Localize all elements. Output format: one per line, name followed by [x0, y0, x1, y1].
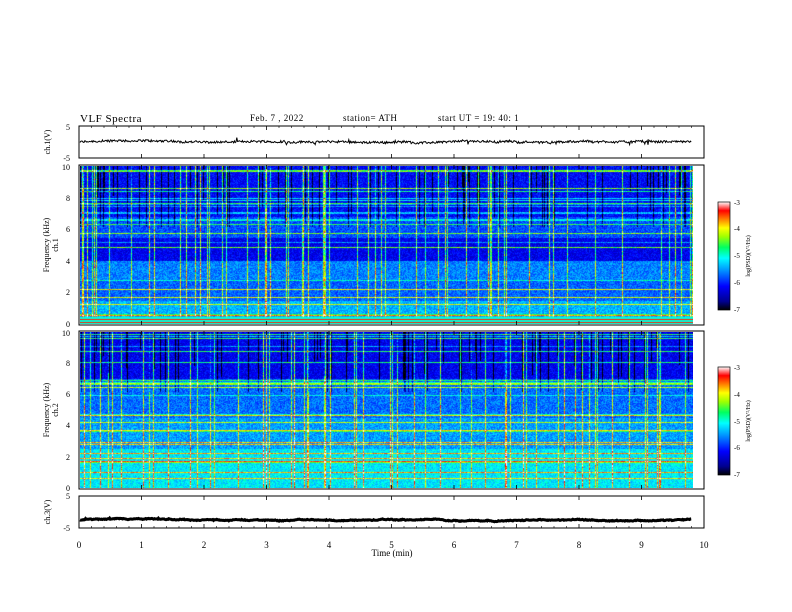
ch2-cb-tick-3: -3 — [734, 364, 740, 372]
ch1-ytick-top: 5 — [66, 123, 70, 132]
time-tick-label: 4 — [327, 540, 332, 550]
time-tick-label: 3 — [264, 540, 269, 550]
ch1-trace — [79, 137, 692, 147]
ch2-freq-unit: Frequency (kHz) — [42, 382, 51, 437]
ch1-freq-tick-4: 4 — [66, 257, 70, 266]
ch2-cb-tick-6: -6 — [734, 444, 740, 452]
ch2-spectrogram-panel: 0 2 4 6 8 10 ch.2Frequency (kHz) -3 -4 -… — [42, 329, 752, 493]
time-axis-label: Time (min) — [372, 548, 413, 558]
ch2-freq-tick-2: 2 — [66, 453, 70, 462]
ch1-colorbar — [717, 201, 731, 311]
ch1-yticks: 0 2 4 6 8 10 — [62, 163, 70, 329]
time-tick-label: 7 — [514, 540, 519, 550]
ch2-colorbar-label: log(PSD)(V²/Hz) — [745, 400, 752, 441]
time-tick-label: 10 — [700, 540, 710, 550]
ch1-cb-tick-4: -4 — [734, 225, 740, 233]
time-tick-label: 9 — [639, 540, 644, 550]
ch2-cb-tick-5: -5 — [734, 418, 740, 426]
ch2-freq-tick-8: 8 — [66, 359, 70, 368]
time-tick-label: 5 — [389, 540, 394, 550]
station-label: station= ATH — [343, 113, 398, 123]
ch3-trace — [79, 515, 692, 524]
time-tick-label: 2 — [202, 540, 207, 550]
ch1-spectrogram-image — [80, 166, 693, 324]
ch2-cb-tick-4: -4 — [734, 391, 740, 399]
ch2-freq-tick-0: 0 — [66, 484, 70, 493]
ch1-cb-tick-3: -3 — [734, 199, 740, 207]
ch3-ylabel: ch.3(V) — [43, 499, 52, 524]
time-tick-label: 6 — [452, 540, 457, 550]
ch2-channel-name: ch.2 — [51, 403, 60, 417]
start-time-label: start UT = 19: 40: 1 — [438, 113, 520, 123]
ch1-cb-tick-7: -7 — [734, 306, 740, 314]
ch3-waveform-panel: 5 -5 ch.3(V) — [43, 492, 705, 533]
ch1-freq-tick-10: 10 — [62, 163, 70, 172]
ch3-ytick-bottom: -5 — [63, 524, 70, 533]
ch1-ytick-bottom: -5 — [63, 154, 70, 163]
date-label: Feb. 7 , 2022 — [250, 113, 304, 123]
ch1-freq-unit: Frequency (kHz) — [42, 217, 51, 272]
time-axis-ticks — [78, 126, 705, 528]
ch1-channel-name: ch.1 — [51, 238, 60, 252]
ch2-freq-tick-10: 10 — [62, 329, 70, 338]
time-tick-label: 1 — [139, 540, 144, 550]
ch3-ytick-top: 5 — [66, 492, 70, 501]
time-tick-label: 8 — [577, 540, 582, 550]
ch1-freq-ylabel: ch.1Frequency (kHz) — [42, 217, 60, 272]
ch1-freq-tick-6: 6 — [66, 225, 70, 234]
ch1-colorbar-label: log(PSD)(V²/Hz) — [745, 235, 752, 276]
time-axis-labels: 0 1 2 3 4 5 6 7 8 9 10 — [77, 540, 709, 550]
ch1-cb-tick-6: -6 — [734, 279, 740, 287]
ch1-cb-tick-5: -5 — [734, 252, 740, 260]
ch1-freq-tick-2: 2 — [66, 288, 70, 297]
ch3-waveform-frame — [78, 495, 705, 529]
ch1-ylabel: ch.1(V) — [43, 129, 52, 154]
ch1-freq-tick-8: 8 — [66, 194, 70, 203]
ch1-freq-tick-0: 0 — [66, 320, 70, 329]
ch2-freq-tick-6: 6 — [66, 390, 70, 399]
time-tick-label: 0 — [77, 540, 82, 550]
chart-title: VLF Spectra — [80, 113, 143, 125]
ch2-cb-tick-7: -7 — [734, 471, 740, 479]
ch1-waveform-panel: 5 -5 ch.1(V) — [43, 123, 705, 163]
ch1-spectrogram-panel: 0 2 4 6 8 10 ch.1Frequency (kHz) -3 -4 -… — [42, 163, 752, 329]
ch2-freq-ylabel: ch.2Frequency (kHz) — [42, 382, 60, 437]
ch2-spectrogram-image — [80, 332, 693, 488]
ch2-colorbar — [717, 366, 731, 476]
ch2-freq-tick-4: 4 — [66, 421, 70, 430]
